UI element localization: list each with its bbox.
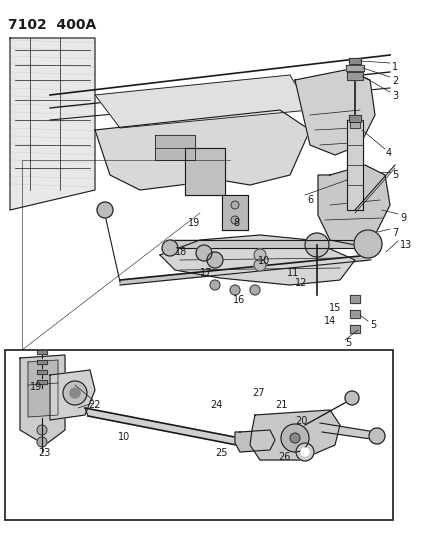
Text: 21: 21 — [275, 400, 287, 410]
Text: 23: 23 — [38, 448, 51, 458]
Polygon shape — [37, 370, 47, 374]
Polygon shape — [349, 115, 361, 122]
Polygon shape — [95, 75, 310, 128]
Polygon shape — [350, 325, 360, 333]
Text: 18: 18 — [175, 247, 187, 257]
Text: 17: 17 — [200, 268, 212, 278]
Polygon shape — [85, 408, 252, 448]
Polygon shape — [28, 360, 58, 417]
Text: 7: 7 — [392, 228, 398, 238]
Polygon shape — [350, 310, 360, 318]
Circle shape — [63, 381, 87, 405]
Text: 1: 1 — [392, 62, 398, 72]
Text: 24: 24 — [210, 400, 223, 410]
Text: 9: 9 — [400, 213, 406, 223]
Text: 5: 5 — [392, 170, 398, 180]
Circle shape — [196, 245, 212, 261]
Circle shape — [210, 280, 220, 290]
Text: 16: 16 — [233, 295, 245, 305]
Polygon shape — [120, 255, 372, 285]
Polygon shape — [37, 360, 47, 364]
Text: 7102  400A: 7102 400A — [8, 18, 96, 32]
Circle shape — [37, 437, 47, 447]
Text: 27: 27 — [252, 388, 265, 398]
Text: 5: 5 — [370, 320, 376, 330]
Polygon shape — [37, 380, 47, 384]
Polygon shape — [10, 38, 95, 210]
Polygon shape — [235, 430, 275, 452]
Circle shape — [70, 388, 80, 398]
Circle shape — [162, 240, 178, 256]
Text: 19: 19 — [30, 382, 42, 392]
Text: 11: 11 — [287, 268, 299, 278]
Text: 22: 22 — [88, 400, 101, 410]
Circle shape — [231, 201, 239, 209]
Circle shape — [296, 443, 314, 461]
Circle shape — [230, 285, 240, 295]
Polygon shape — [160, 235, 355, 285]
Circle shape — [231, 216, 239, 224]
Circle shape — [37, 425, 47, 435]
Polygon shape — [347, 72, 363, 80]
Polygon shape — [20, 355, 65, 445]
Circle shape — [305, 233, 329, 257]
Text: 4: 4 — [386, 148, 392, 158]
Circle shape — [97, 202, 113, 218]
Polygon shape — [170, 240, 372, 248]
Polygon shape — [250, 410, 340, 460]
Circle shape — [254, 259, 266, 271]
Polygon shape — [95, 110, 310, 190]
Text: 25: 25 — [215, 448, 228, 458]
Text: 2: 2 — [392, 76, 398, 86]
Circle shape — [354, 230, 382, 258]
Text: 3: 3 — [392, 91, 398, 101]
Text: 12: 12 — [295, 278, 307, 288]
Circle shape — [345, 391, 359, 405]
Text: 20: 20 — [295, 416, 307, 426]
Text: 5: 5 — [345, 338, 351, 348]
Text: 19: 19 — [188, 218, 200, 228]
Text: 13: 13 — [400, 240, 412, 250]
Text: 10: 10 — [118, 432, 130, 442]
Text: 10: 10 — [258, 256, 270, 266]
Polygon shape — [347, 120, 363, 210]
Text: 8: 8 — [233, 218, 239, 228]
Polygon shape — [350, 295, 360, 303]
Polygon shape — [295, 70, 375, 155]
Text: 26: 26 — [278, 452, 290, 462]
Circle shape — [250, 285, 260, 295]
Polygon shape — [346, 65, 364, 71]
Circle shape — [301, 448, 309, 456]
Polygon shape — [155, 135, 195, 160]
Text: 6: 6 — [307, 195, 313, 205]
Circle shape — [207, 252, 223, 268]
Bar — [5, 350, 393, 520]
Text: 14: 14 — [324, 316, 336, 326]
Circle shape — [290, 433, 300, 443]
Polygon shape — [222, 195, 248, 230]
Polygon shape — [320, 423, 378, 440]
Polygon shape — [185, 148, 225, 195]
Polygon shape — [349, 58, 361, 64]
Circle shape — [254, 249, 266, 261]
Circle shape — [369, 428, 385, 444]
Text: 15: 15 — [329, 303, 342, 313]
Circle shape — [281, 424, 309, 452]
Polygon shape — [50, 370, 95, 420]
Polygon shape — [318, 165, 390, 245]
Polygon shape — [350, 122, 360, 128]
Polygon shape — [37, 350, 47, 354]
